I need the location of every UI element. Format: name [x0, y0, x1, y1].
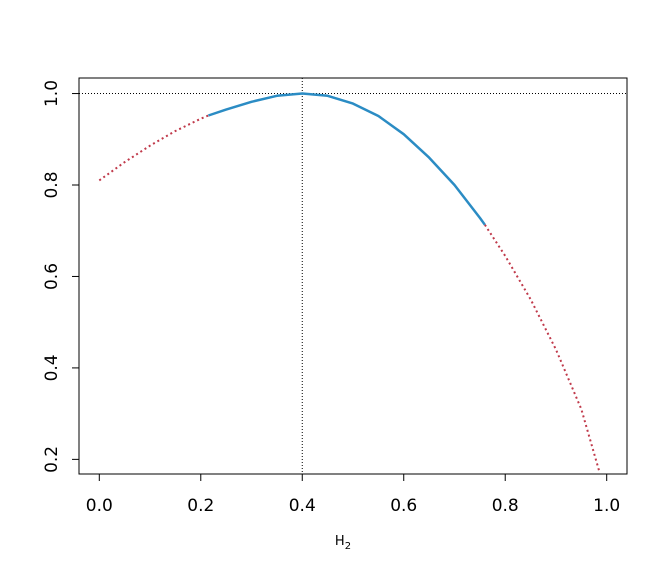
- series-layer: [98, 92, 601, 472]
- x-axis-title-subscript: 2: [345, 541, 351, 552]
- x-tick-label: 0.4: [289, 496, 316, 516]
- x-tick-label: 1.0: [593, 496, 620, 516]
- reference-lines: [79, 78, 627, 474]
- y-tick-label: 1.0: [42, 80, 62, 107]
- x-axis: 0.0 0.2 0.4 0.6 0.8 1.0: [86, 473, 620, 516]
- y-tick-label: 0.4: [42, 354, 62, 381]
- y-tick-label: 0.8: [42, 171, 62, 198]
- x-tick-label: 0.6: [390, 496, 417, 516]
- y-tick-label: 0.6: [42, 263, 62, 290]
- series-line-1: [98, 114, 209, 182]
- x-tick-label: 0.8: [492, 496, 519, 516]
- x-tick-label: 0.0: [86, 496, 113, 516]
- series-line-3: [484, 224, 601, 472]
- plot-frame: [78, 77, 628, 475]
- y-tick-label: 0.2: [42, 446, 62, 473]
- x-tick-label: 0.2: [187, 496, 214, 516]
- x-axis-title: H2: [335, 534, 351, 552]
- x-axis-title-main: H: [335, 534, 345, 549]
- series-line-2: [208, 92, 486, 226]
- y-axis: 0.2 0.4 0.6 0.8 1.0: [42, 80, 80, 473]
